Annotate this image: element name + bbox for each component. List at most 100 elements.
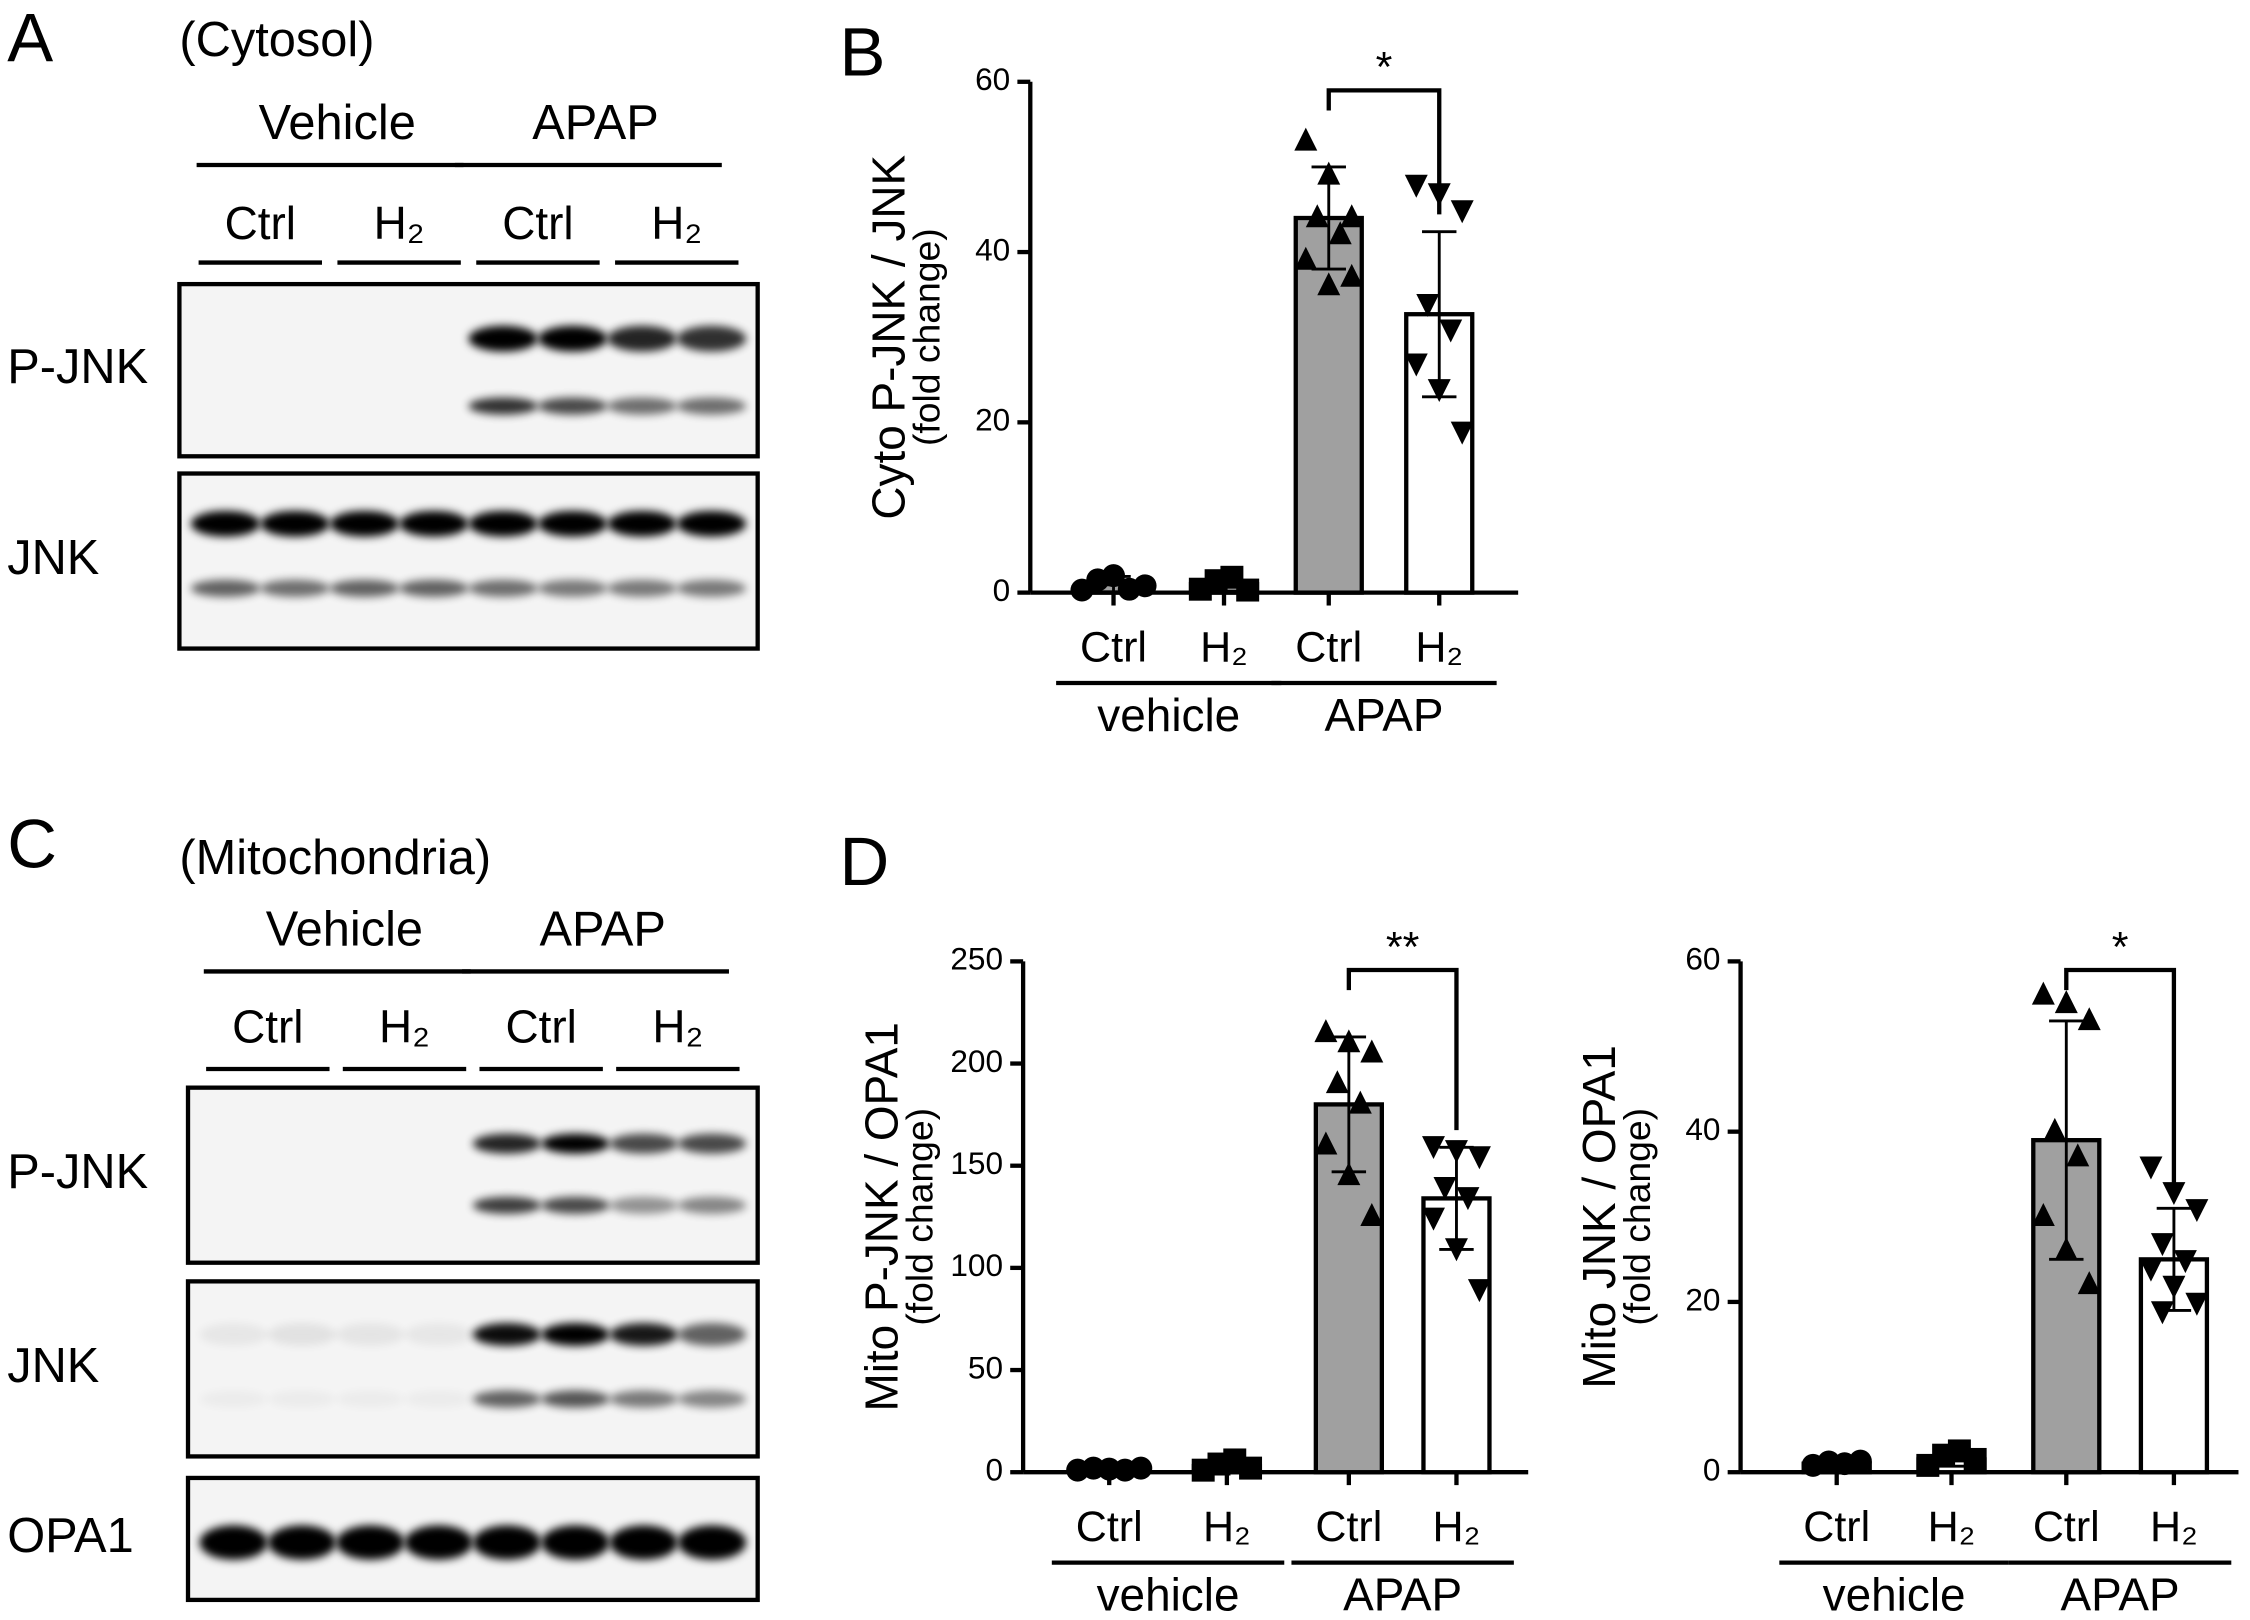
compartment-label: (Mitochondria) [179,831,491,885]
data-point [2185,1199,2209,1223]
band [336,1525,405,1560]
data-point [1239,1456,1263,1480]
lane-label: H₂ [652,1000,703,1052]
x-category-label: Ctrl [1295,623,1362,671]
band [404,1322,473,1346]
significance-label: ** [1386,923,1420,971]
data-point [1467,1279,1491,1303]
band [468,510,538,537]
band [541,1322,610,1346]
data-point [1404,353,1428,377]
band [676,325,747,352]
band [677,1133,747,1154]
band [677,1322,747,1346]
y-tick-label: 20 [1685,1281,1720,1317]
group-label: vehicle [1823,1569,1966,1620]
row-label: P-JNK [7,340,148,394]
lane-label: Ctrl [505,1000,576,1052]
error-bar [1439,1145,1474,1251]
lane-label: H₂ [379,1000,430,1052]
y-tick-label: 50 [968,1349,1003,1385]
blot-box [185,1279,760,1459]
band [472,1390,542,1408]
data-point [1317,272,1341,296]
y-axis-label: (fold change) [906,228,948,446]
data-point [1348,1090,1372,1114]
band [260,579,330,597]
data-point [1360,1203,1384,1226]
data-point [1294,246,1318,270]
y-tick-label: 0 [1703,1452,1721,1488]
band [404,1525,473,1560]
band [267,1525,337,1560]
group-label: APAP [2061,1569,2180,1620]
band [199,1390,267,1407]
group-label: Vehicle [266,903,423,957]
y-tick-label: 150 [950,1145,1003,1181]
y-tick-label: 60 [1685,941,1720,977]
error-bar [1096,575,1131,594]
x-category-label: H₂ [1203,1503,1251,1551]
band [607,397,677,415]
x-category-label: Ctrl [1076,1503,1143,1551]
data-point [2185,1292,2209,1316]
error-bar [1091,1465,1127,1473]
y-axis-label: Cyto P-JNK / JNK [863,154,915,519]
y-axis-label: Mito JNK / OPA1 [1573,1045,1625,1389]
x-category-label: H₂ [1415,623,1463,671]
data-point [1456,1187,1480,1211]
group-label: APAP [1324,689,1443,741]
band [609,1133,678,1154]
data-point [1963,1447,1987,1471]
blot-box [177,281,760,459]
x-category-label: Ctrl [1080,623,1147,671]
error-bar [1311,165,1346,271]
band [677,1196,747,1214]
panel-label: C [7,806,57,883]
band [399,510,469,537]
error-bar [1934,1451,1969,1468]
error-bar [1819,1459,1854,1468]
band [609,1525,678,1560]
data-point [1422,1136,1445,1160]
data-point [1294,127,1318,151]
data-point [1133,574,1157,598]
band [329,579,400,597]
error-bar [1206,575,1242,593]
data-point [1467,1146,1491,1170]
band [541,1133,610,1154]
data-point [1450,200,1474,224]
group-label: Vehicle [259,96,416,150]
data-point [2031,981,2055,1005]
data-point [1433,1176,1457,1200]
data-point [1305,204,1329,228]
significance-label: * [1376,44,1393,92]
band [199,1322,268,1346]
data-point [1404,174,1428,198]
row-label: P-JNK [7,1145,148,1199]
data-point [2077,1271,2101,1295]
data-point [2173,1250,2197,1274]
group-label: vehicle [1097,689,1240,741]
error-bar [1422,230,1457,399]
group-label: APAP [1343,1569,1462,1620]
band [405,1390,473,1407]
data-point [2150,1301,2174,1325]
significance-bracket [1346,967,1459,1131]
lane-label: H₂ [374,197,425,249]
band [607,579,677,597]
significance-label: * [2112,923,2129,971]
y-tick-label: 250 [950,941,1003,977]
band [399,579,469,597]
band [468,397,538,415]
data-point [2031,1203,2055,1226]
error-bar [1209,1460,1245,1472]
error-bar [2049,1019,2084,1261]
band [676,397,747,415]
x-category-label: Ctrl [2033,1503,2100,1551]
data-point [2043,1117,2067,1141]
panel-label: A [7,0,53,76]
band [472,1133,542,1154]
